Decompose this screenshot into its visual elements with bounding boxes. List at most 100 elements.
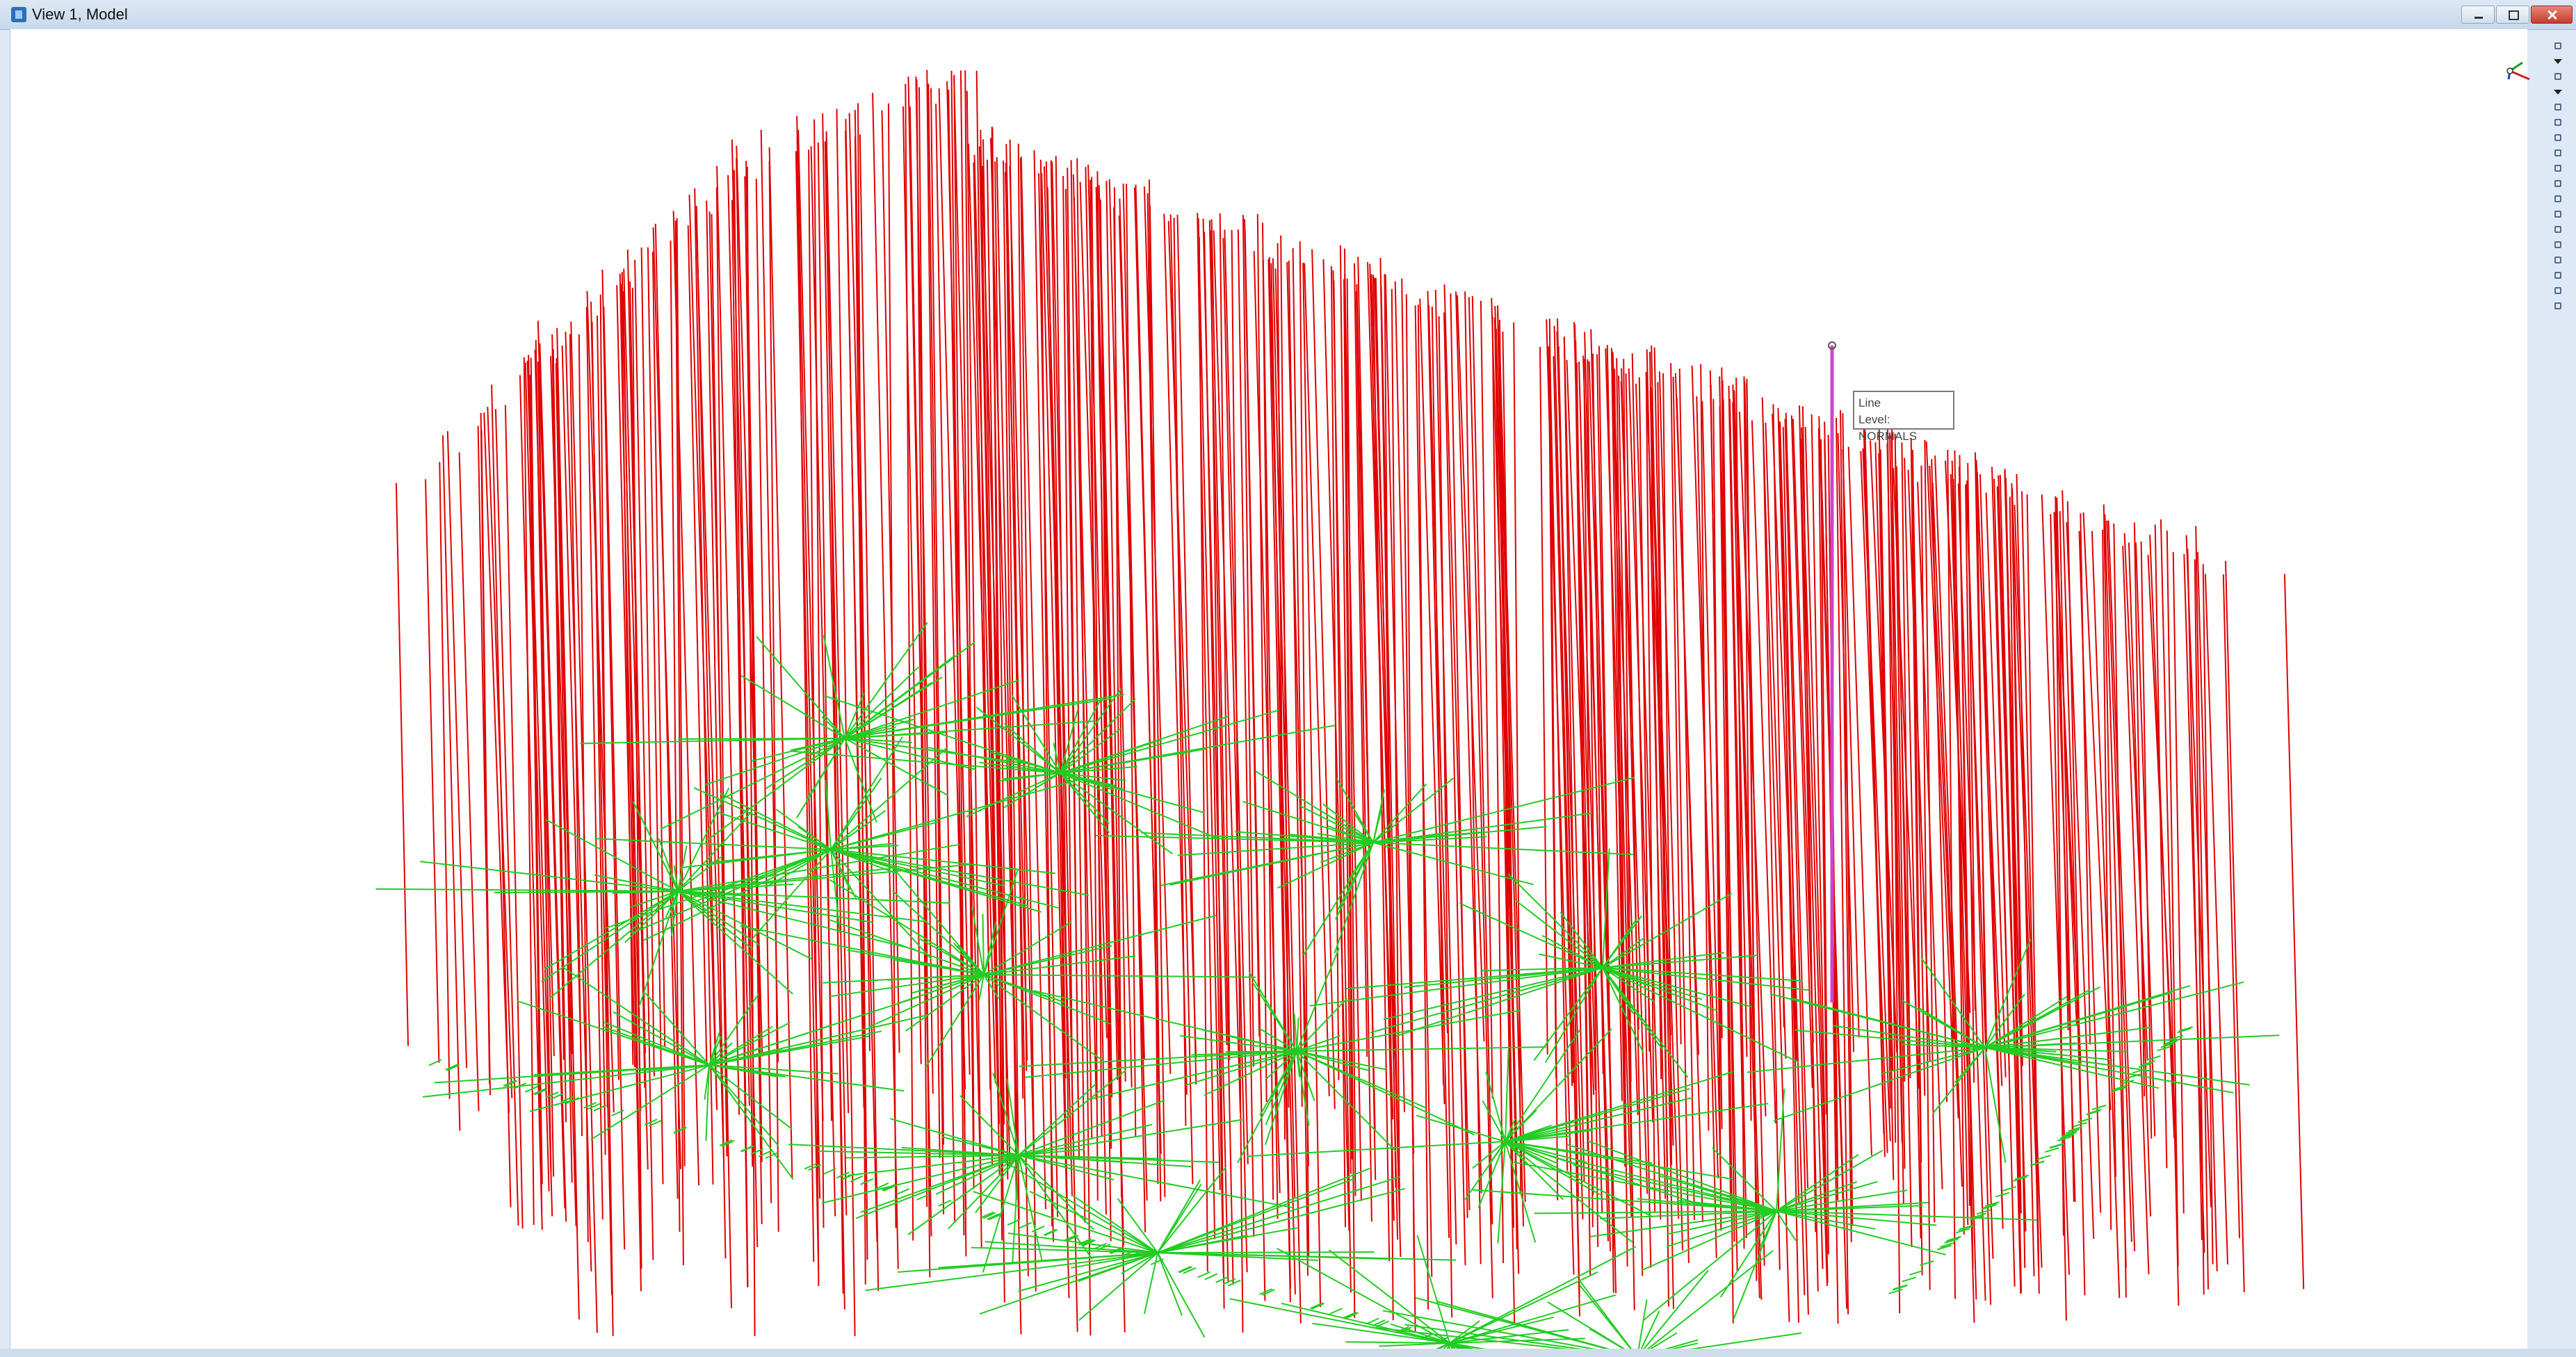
mesh-edge <box>808 1164 822 1171</box>
normal-line <box>1333 280 1346 1228</box>
normal-line <box>529 375 541 1123</box>
fit-view-icon[interactable] <box>2550 163 2566 174</box>
normal-line <box>918 87 931 1278</box>
normal-line <box>1631 353 1652 1268</box>
normal-line <box>1993 478 2016 1287</box>
mesh-edge <box>844 720 1096 739</box>
mesh-edge <box>583 1101 597 1109</box>
normal-line <box>1443 284 1471 1210</box>
mesh-edge <box>1473 1189 1777 1212</box>
normal-line <box>1091 177 1103 1137</box>
mesh-edge <box>648 1119 662 1127</box>
normal-line <box>2102 529 2112 1230</box>
highlighted-line[interactable] <box>1828 341 1836 1002</box>
mesh-edge <box>2012 1176 2027 1182</box>
normal-line <box>836 108 856 1337</box>
mesh-edge <box>1390 1323 1450 1344</box>
title-bar[interactable]: View 1, Model <box>0 0 2576 30</box>
normal-line <box>1782 426 1797 1062</box>
normal-line <box>2195 526 2209 1290</box>
update-view-icon[interactable] <box>2550 101 2566 113</box>
normal-line <box>2172 552 2185 1214</box>
dropdown-icon[interactable] <box>2550 56 2566 67</box>
mesh-edge <box>830 849 857 899</box>
mesh-edge <box>1078 1252 1158 1282</box>
mesh-edge <box>1602 954 1758 968</box>
rotate-view-icon[interactable] <box>2550 178 2566 189</box>
normal-line <box>1050 160 1067 1079</box>
mesh-edge <box>1265 1050 1297 1080</box>
normal-line <box>2011 495 2038 1185</box>
normal-line <box>2113 523 2127 1298</box>
normal-line <box>556 327 580 1319</box>
model-viewport[interactable]: Line Level: NORMALS <box>10 29 2527 1349</box>
mesh-edge <box>2057 1136 2072 1141</box>
normal-line <box>1135 184 1160 1123</box>
normal-line <box>1925 441 1954 1052</box>
camera-icon[interactable] <box>2550 239 2566 250</box>
mesh-edge <box>1372 1319 1386 1326</box>
normal-line <box>1417 304 1429 1310</box>
settings-icon[interactable] <box>2550 300 2566 311</box>
mesh-edge <box>985 1241 1158 1253</box>
mesh-edge <box>1376 1320 1390 1328</box>
normal-line <box>1244 219 1261 1037</box>
normal-line <box>817 142 832 1121</box>
mesh-edge <box>1940 1242 1954 1248</box>
mesh-edge <box>983 974 1105 1063</box>
mesh-edge <box>638 891 679 1008</box>
zoom-out-icon[interactable] <box>2550 132 2566 143</box>
view-next-icon[interactable] <box>2550 224 2566 235</box>
mesh-edge <box>375 888 679 892</box>
normal-line <box>616 285 636 1068</box>
mesh-edge <box>1372 777 1455 843</box>
walk-icon[interactable] <box>2550 270 2566 281</box>
mesh-edge <box>1197 1271 1211 1278</box>
normal-line <box>1041 173 1070 1299</box>
mesh-edge <box>1117 1198 1158 1253</box>
view-attributes-icon[interactable] <box>2550 40 2566 51</box>
normal-line <box>946 81 971 1075</box>
normal-line <box>1480 300 1493 1099</box>
normal-line <box>1197 218 1221 1190</box>
mesh-edge <box>1372 842 1634 856</box>
mesh-edge <box>1434 1336 1448 1344</box>
pan-view-icon[interactable] <box>2550 193 2566 204</box>
mesh-edge <box>693 787 832 850</box>
normal-line <box>938 88 966 1089</box>
normal-line <box>1901 442 1911 1066</box>
mesh-edge <box>1234 831 1374 843</box>
mesh-edge <box>983 914 1217 975</box>
mesh-edge <box>1296 948 1340 1052</box>
mesh-edge <box>1984 1034 2280 1048</box>
mesh-edge <box>1984 1047 2234 1094</box>
normal-line <box>1817 428 1827 1115</box>
mesh-edge <box>901 1146 1019 1156</box>
mesh-edge <box>513 1082 526 1090</box>
minimize-button[interactable] <box>2461 6 2495 24</box>
mesh-edge <box>2036 1154 2051 1160</box>
render-icon[interactable] <box>2550 285 2566 296</box>
close-button[interactable] <box>2531 6 2573 24</box>
zoom-in-icon[interactable] <box>2550 117 2566 128</box>
restore-button[interactable] <box>2496 6 2529 24</box>
mesh-edge <box>841 1173 855 1180</box>
clip-volume-icon[interactable] <box>2550 254 2566 266</box>
mesh-edge <box>1395 967 1603 1037</box>
normal-line <box>927 83 945 1214</box>
normal-line <box>1985 492 2007 1078</box>
mesh-edge <box>804 1162 818 1170</box>
mesh-edge <box>1296 1050 1300 1078</box>
display-style-icon[interactable] <box>2550 71 2566 82</box>
normal-line <box>1126 184 1137 1138</box>
mesh-edge <box>705 1064 710 1141</box>
mesh-edge <box>1185 1050 1297 1086</box>
mesh-edge <box>938 1199 952 1207</box>
mesh-edge <box>987 1212 1001 1220</box>
dropdown-icon[interactable] <box>2550 86 2566 97</box>
mesh-edge <box>982 1212 996 1219</box>
normal-line <box>1009 139 1024 1099</box>
window-area-icon[interactable] <box>2550 147 2566 159</box>
mesh-edge <box>1602 893 1733 968</box>
view-previous-icon[interactable] <box>2550 209 2566 220</box>
